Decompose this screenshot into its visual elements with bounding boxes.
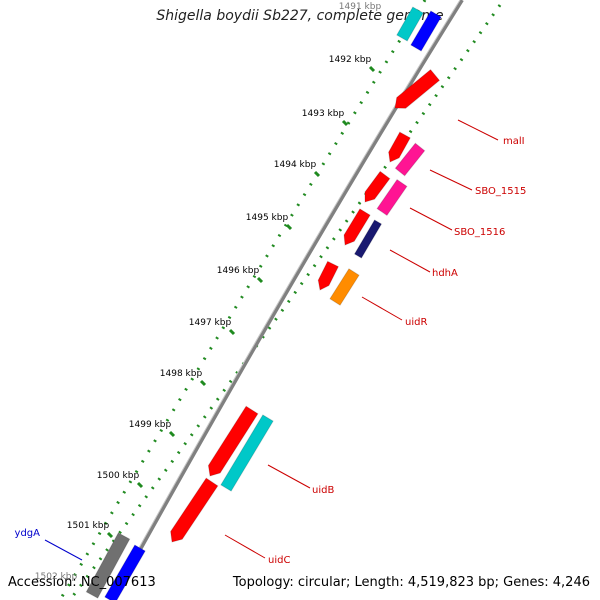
gene-label-sbo_1515: SBO_1515: [475, 186, 526, 197]
gene-label-mali: malI: [503, 136, 525, 147]
kbp-label: 1497 kbp: [189, 318, 232, 328]
gene-blue-feature: [410, 10, 442, 52]
kbp-tick: [136, 481, 144, 489]
gene-red-feature: [317, 260, 340, 291]
gene-pink-feature: [376, 178, 408, 217]
gene-red-feature: [170, 477, 219, 543]
gene-callout-line: [389, 249, 431, 273]
kbp-label: 1495 kbp: [246, 213, 289, 223]
gene-label-uidb: uidB: [312, 485, 334, 496]
genome-backbone: [110, 0, 464, 600]
kbp-label: 1492 kbp: [329, 55, 372, 65]
kbp-label: 1501 kbp: [67, 521, 110, 531]
gene-callout-line: [361, 296, 403, 321]
gene-red-feature: [364, 170, 391, 203]
gene-red-feature: [388, 131, 411, 163]
kbp-tick: [368, 65, 376, 73]
kbp-tick: [313, 170, 321, 178]
gene-orange-feature: [329, 268, 360, 306]
gene-red-feature: [394, 68, 441, 109]
gene-label-ydga: ydgA: [15, 528, 41, 539]
kbp-tick: [168, 430, 176, 438]
kbp-label: 1500 kbp: [97, 471, 140, 481]
kbp-tick: [256, 276, 264, 284]
kbp-tick: [199, 379, 207, 387]
gene-label-uidr: uidR: [405, 317, 427, 328]
gene-pink-feature: [394, 142, 426, 177]
kbp-label: 1498 kbp: [160, 369, 203, 379]
gene-callout-line: [224, 534, 266, 559]
gene-red-feature: [343, 208, 371, 246]
gene-cyan-feature: [396, 6, 424, 42]
topology-label: Topology: circular; Length: 4,519,823 bp…: [232, 575, 590, 590]
kbp-labels: 1491 kbp 1492 kbp 1493 kbp 1494 kbp 1495 kbp…: [35, 2, 382, 582]
gene-labels: malI SBO_1515 SBO_1516 hdhA uidR uidB uidC ydgA: [15, 136, 527, 566]
gene-callout-lines: [44, 119, 499, 561]
kbp-label: 1491 kbp: [339, 2, 382, 12]
kbp-scale-dotted-line: [58, 0, 427, 600]
gene-callout-line: [457, 119, 499, 141]
gene-callout-line: [44, 539, 83, 561]
gene-blue-feature: [104, 544, 146, 600]
outer-scale-dotted-line: [68, 4, 502, 600]
kbp-tick-marks: [106, 65, 376, 539]
gene-features: [85, 6, 442, 600]
kbp-tick: [106, 531, 114, 539]
accession-label: Accession: NC_007613: [8, 575, 156, 590]
gene-label-uidc: uidC: [268, 555, 290, 566]
genome-backbone-shine: [109, 0, 461, 600]
gene-cyan-feature: [220, 414, 274, 492]
gene-navy-feature: [353, 219, 383, 259]
kbp-label: 1502 kbp: [35, 572, 78, 582]
kbp-label: 1494 kbp: [274, 160, 317, 170]
kbp-label: 1496 kbp: [217, 266, 260, 276]
gene-callout-line: [409, 207, 453, 231]
kbp-tick: [341, 119, 349, 127]
gene-label-hdha: hdhA: [432, 268, 458, 279]
gene-callout-line: [429, 169, 473, 191]
kbp-tick: [228, 328, 236, 336]
kbp-label: 1493 kbp: [302, 109, 345, 119]
kbp-tick: [285, 223, 293, 231]
genome-title: Shigella boydii Sb227, complete genome: [156, 8, 444, 24]
gene-callout-line: [267, 464, 311, 489]
gene-label-sbo_1516: SBO_1516: [454, 227, 505, 238]
gene-gray-feature: [85, 532, 131, 599]
gene-red-feature: [207, 405, 259, 477]
kbp-label: 1499 kbp: [129, 420, 172, 430]
